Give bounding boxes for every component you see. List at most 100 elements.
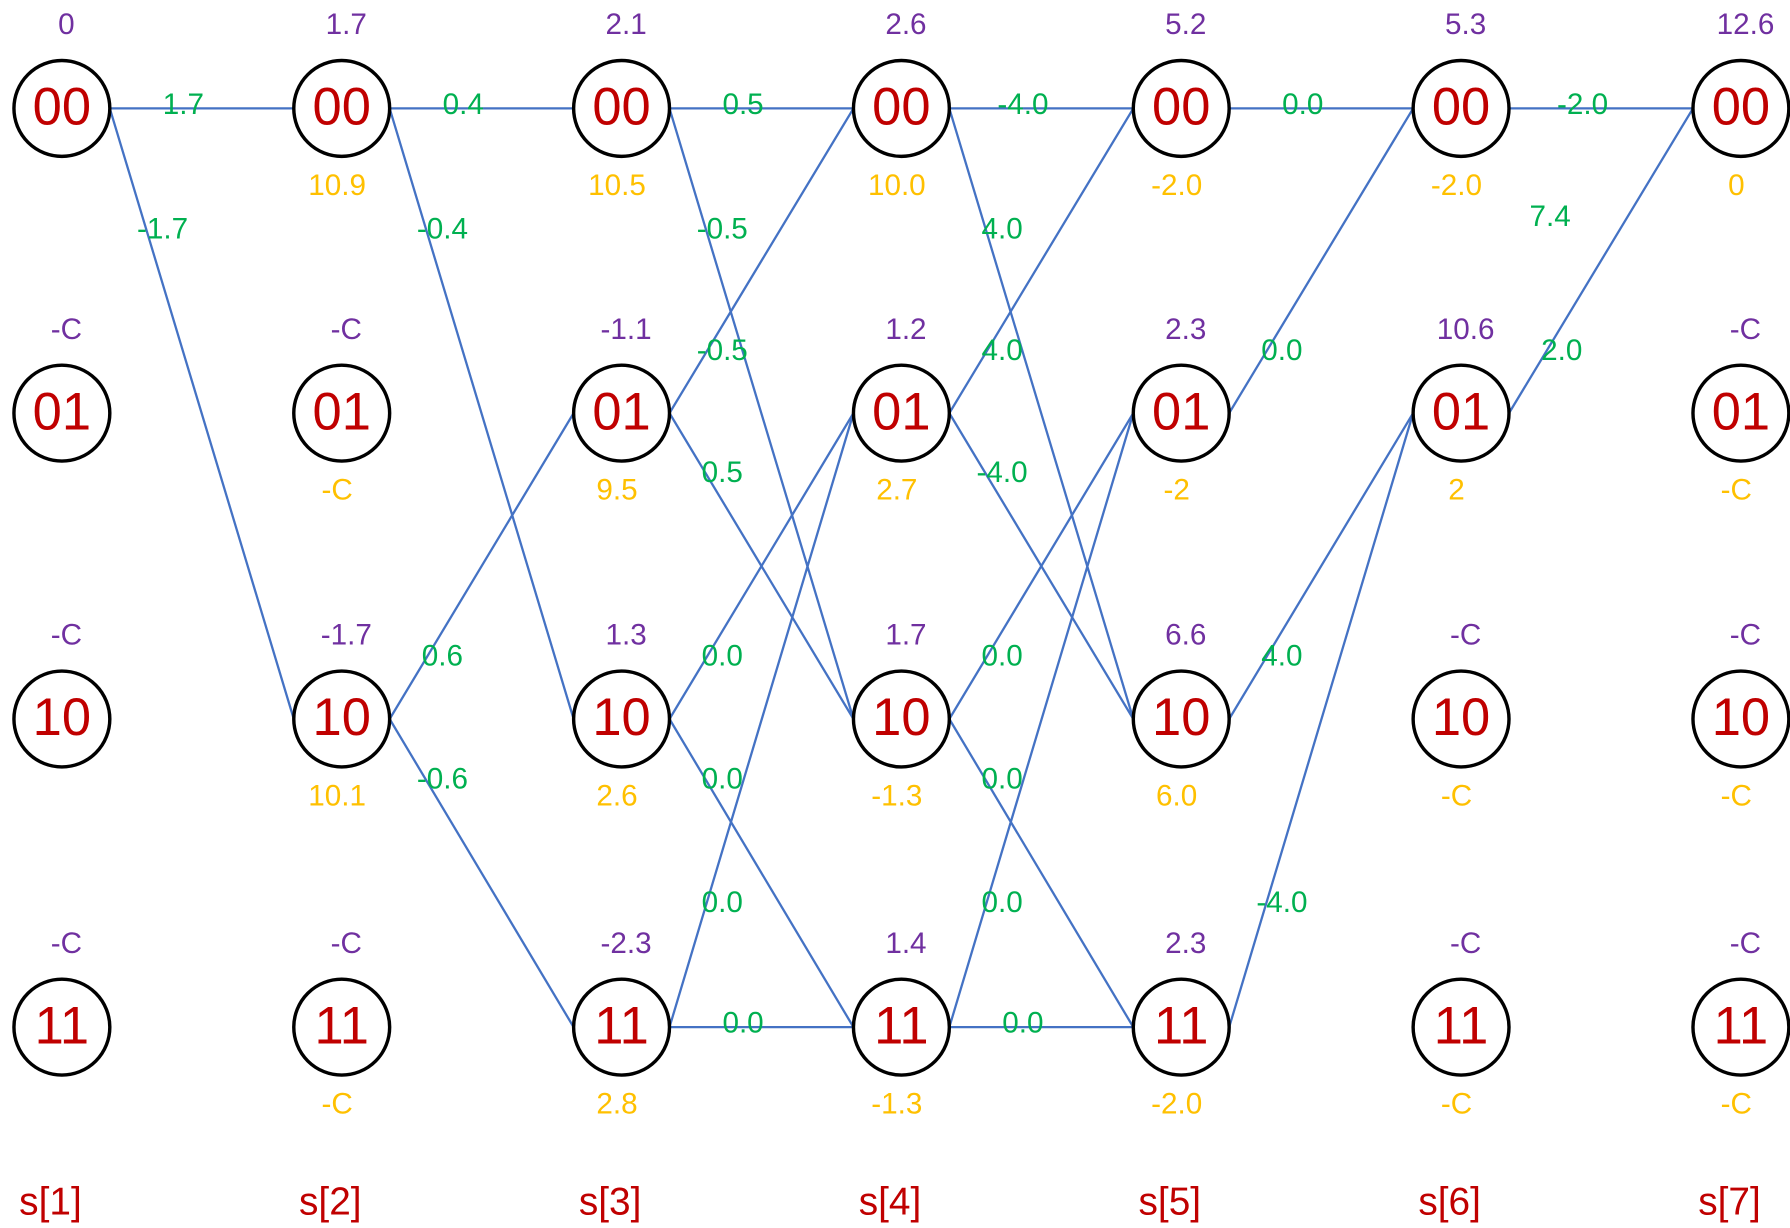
node [851, 977, 952, 1077]
edge-label: 4.0 [981, 212, 1022, 245]
path-metric: 1.4 [885, 927, 926, 960]
edge [1508, 107, 1694, 414]
path-metric: -C [1450, 927, 1481, 960]
branch-metric: 0 [1728, 169, 1745, 202]
branch-metric: 2.6 [596, 780, 637, 813]
branch-metric: -C [1721, 780, 1752, 813]
path-metric: 1.7 [326, 8, 367, 41]
node [292, 669, 392, 769]
edge [948, 412, 1135, 720]
edge [1228, 412, 1415, 720]
node [1411, 669, 1511, 769]
edge-label: 0.0 [1282, 88, 1323, 121]
node-label: 10 [33, 688, 91, 747]
node-label: 11 [874, 996, 928, 1055]
branch-metric: -1.3 [871, 780, 922, 813]
branch-metric: 2.7 [876, 474, 917, 507]
path-metric: -C [51, 313, 82, 346]
node [1131, 58, 1231, 159]
edge-label: -2.0 [1557, 88, 1608, 121]
edge [948, 107, 1135, 414]
branch-metric: -2 [1163, 474, 1189, 507]
branch-metric: -1.3 [871, 1088, 922, 1121]
path-metric: 12.6 [1717, 8, 1775, 41]
path-metric: -C [1730, 619, 1761, 652]
path-metric: -1.1 [601, 313, 652, 346]
path-metric: 1.7 [885, 619, 926, 652]
node [12, 669, 112, 769]
node [571, 363, 672, 463]
node-label: 10 [872, 688, 930, 747]
path-metric: -C [51, 927, 82, 960]
path-metric: -1.7 [321, 619, 372, 652]
node [292, 363, 392, 463]
path-metric: 1.2 [885, 313, 926, 346]
node [1691, 977, 1790, 1077]
node-label: 11 [1434, 996, 1488, 1055]
edges: 1.7 -1.7 0.4 -0.4 0.6 -0.6 0.5 -0.5 -0.5 0.5 0.0 0.… [108, 88, 1694, 1040]
node-label: 10 [313, 688, 371, 747]
stage-label: s[7] [1698, 1180, 1761, 1223]
edge-label: -0.4 [417, 212, 468, 245]
edge [668, 718, 855, 1028]
node [1411, 977, 1511, 1077]
edge-label: 0.0 [981, 886, 1022, 919]
node-label: 01 [313, 382, 371, 441]
stage-label: s[4] [859, 1180, 922, 1223]
edge-label: -0.6 [417, 762, 468, 795]
edge-label: -4.0 [997, 88, 1048, 121]
branch-metric: 9.5 [596, 474, 637, 507]
edge-label: 0.0 [981, 640, 1022, 673]
branch-metric: -2.0 [1431, 169, 1482, 202]
path-metric: 2.6 [885, 8, 926, 41]
node-label: 10 [1432, 688, 1490, 747]
branch-metric: -2.0 [1151, 1088, 1202, 1121]
edge-label: 0.0 [702, 762, 743, 795]
node [1131, 363, 1231, 463]
branch-metric: 10.5 [588, 169, 646, 202]
nodes: 00001-C10-C11-Cs[1]001.710.901-C-C10-1.7… [12, 8, 1790, 1223]
branch-metric: 10.1 [308, 780, 366, 813]
node [12, 58, 112, 159]
edge-label: 0.0 [702, 640, 743, 673]
node [1411, 363, 1511, 463]
path-metric: -C [1450, 619, 1481, 652]
stage-label: s[5] [1139, 1180, 1202, 1223]
node-label: 11 [1714, 996, 1768, 1055]
node [12, 363, 112, 463]
node-label: 01 [1152, 382, 1210, 441]
edge [388, 108, 575, 720]
branch-metric: 10.0 [868, 169, 926, 202]
edge [668, 108, 855, 720]
edge [668, 412, 855, 1028]
node-label: 11 [1154, 996, 1208, 1055]
node-label: 01 [872, 382, 930, 441]
node [571, 669, 672, 769]
edge [668, 412, 855, 720]
branch-metric: -C [1721, 474, 1752, 507]
node-label: 10 [1712, 688, 1770, 747]
edge-label: 0.0 [1261, 334, 1302, 367]
branch-metric: -C [1721, 1088, 1752, 1121]
path-metric: -C [331, 313, 362, 346]
path-metric: -2.3 [601, 927, 652, 960]
node-label: 11 [35, 996, 89, 1055]
stage-label: s[3] [579, 1180, 642, 1223]
edge-label: -4.0 [977, 456, 1028, 489]
edge-label: 0.5 [702, 456, 743, 489]
path-metric: -C [1730, 927, 1761, 960]
node [1691, 58, 1790, 159]
node-label: 00 [1152, 78, 1210, 137]
node [1131, 669, 1231, 769]
path-metric: -C [331, 927, 362, 960]
node [851, 363, 952, 463]
node [851, 669, 952, 769]
path-metric: -C [51, 619, 82, 652]
edge [668, 107, 855, 414]
edge-label: 4.0 [1261, 640, 1302, 673]
edge-label: 0.6 [422, 640, 463, 673]
node-label: 11 [594, 996, 648, 1055]
edge-label: 0.0 [722, 1007, 763, 1040]
stage-label: s[1] [19, 1180, 82, 1223]
